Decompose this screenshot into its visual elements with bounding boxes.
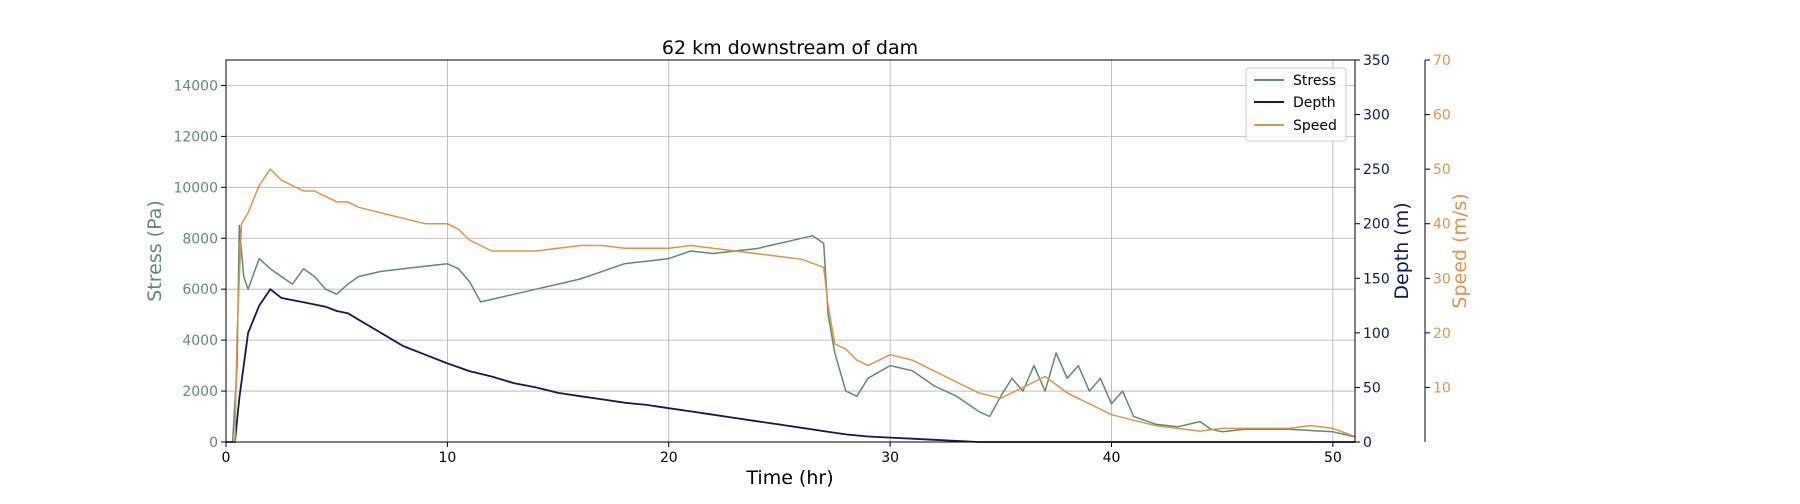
plot-frame: [225, 59, 1356, 443]
series-layer: [226, 168, 1356, 443]
x-axis-label: Time (hr): [745, 467, 833, 489]
x-tick-label: 30: [881, 450, 899, 466]
depth-tick-label: 50: [1363, 380, 1381, 396]
y-axis-label-speed: Speed (m/s): [1449, 193, 1471, 308]
depth-tick-label: 0: [1363, 435, 1372, 451]
x-tick-label: 20: [660, 450, 678, 466]
speed-tick-label: 40: [1433, 217, 1451, 233]
axis-layer: 0 10 20 30 40 5002000400060008000100001200014…: [173, 53, 1450, 466]
depth-tick-label: 100: [1363, 326, 1390, 342]
series-line-stress: [226, 224, 1356, 443]
speed-tick-label: 50: [1433, 162, 1451, 178]
series-line-depth: [226, 288, 1355, 443]
stress-tick-label: 8000: [182, 231, 218, 247]
stress-tick-label: 4000: [182, 333, 218, 349]
stress-tick-label: 2000: [182, 384, 218, 400]
legend-label-stress: Stress: [1293, 73, 1336, 89]
y-axis-label-depth: Depth (m): [1391, 202, 1413, 299]
depth-tick-label: 350: [1363, 53, 1390, 69]
x-tick-label: 10: [438, 450, 456, 466]
stress-tick-label: 0: [209, 435, 218, 451]
x-tick-label: 0: [222, 450, 231, 466]
legend-label-speed: Speed: [1293, 118, 1337, 134]
speed-tick-label: 60: [1433, 108, 1451, 124]
chart-title: 62 km downstream of dam: [662, 37, 918, 59]
stress-tick-label: 10000: [173, 180, 218, 196]
y-axis-label-stress: Stress (Pa): [144, 200, 166, 302]
stress-tick-label: 6000: [182, 282, 218, 298]
legend-box: [1245, 67, 1347, 142]
speed-tick-label: 70: [1433, 53, 1451, 69]
stress-tick-label: 12000: [173, 129, 218, 145]
depth-tick-label: 300: [1363, 108, 1390, 124]
depth-tick-label: 250: [1363, 162, 1390, 178]
speed-tick-label: 10: [1433, 380, 1451, 396]
legend-label-depth: Depth: [1293, 95, 1336, 111]
x-tick-label: 50: [1324, 450, 1342, 466]
grid-layer: [225, 60, 1355, 443]
x-tick-label: 40: [1103, 450, 1121, 466]
depth-tick-label: 150: [1363, 271, 1390, 287]
speed-tick-label: 30: [1433, 271, 1451, 287]
stress-tick-label: 14000: [173, 78, 218, 94]
speed-tick-label: 20: [1433, 326, 1451, 342]
depth-tick-label: 200: [1363, 217, 1390, 233]
series-line-speed: [226, 168, 1356, 443]
legend: Stress Depth Speed: [1245, 67, 1347, 142]
